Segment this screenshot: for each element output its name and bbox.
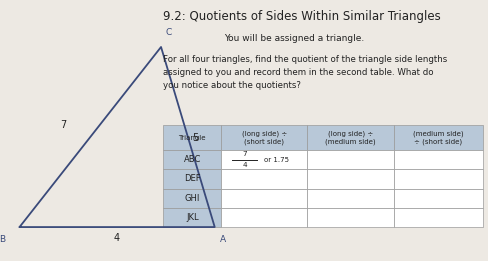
Bar (307, 150, 394, 169)
Text: (long side) ÷
(short side): (long side) ÷ (short side) (242, 130, 287, 145)
Bar (221, 169, 307, 188)
Bar (163, 150, 221, 169)
Bar (307, 208, 394, 227)
Text: JKL: JKL (186, 213, 199, 222)
Bar (394, 208, 483, 227)
Bar (163, 125, 221, 150)
Bar (163, 208, 221, 227)
Text: 4: 4 (114, 233, 120, 242)
Text: C: C (166, 28, 172, 37)
Text: 5: 5 (192, 133, 198, 143)
Text: You will be assigned a triangle.: You will be assigned a triangle. (224, 34, 365, 43)
Text: B: B (0, 235, 5, 244)
Text: GHI: GHI (184, 194, 200, 203)
Bar (307, 188, 394, 208)
Bar (221, 125, 307, 150)
Bar (394, 188, 483, 208)
Bar (221, 150, 307, 169)
Text: Triangle: Triangle (179, 135, 206, 141)
Text: 9.2: Quotients of Sides Within Similar Triangles: 9.2: Quotients of Sides Within Similar T… (163, 10, 441, 23)
Text: 7: 7 (61, 120, 66, 130)
Bar (221, 208, 307, 227)
Bar (163, 188, 221, 208)
Text: A: A (220, 235, 226, 244)
Bar (221, 188, 307, 208)
Bar (394, 150, 483, 169)
Bar (163, 169, 221, 188)
Text: (medium side)
÷ (short side): (medium side) ÷ (short side) (413, 130, 464, 145)
Bar (307, 169, 394, 188)
Text: 7: 7 (243, 151, 247, 157)
Bar (394, 125, 483, 150)
Text: (long side) ÷
(medium side): (long side) ÷ (medium side) (325, 130, 376, 145)
Bar (307, 125, 394, 150)
Text: ABC: ABC (183, 155, 201, 164)
Text: DEF: DEF (184, 174, 201, 183)
Text: 4: 4 (243, 162, 247, 168)
Text: or 1.75: or 1.75 (264, 157, 289, 163)
Bar (394, 169, 483, 188)
Text: For all four triangles, find the quotient of the triangle side lengths
assigned : For all four triangles, find the quotien… (163, 55, 447, 90)
